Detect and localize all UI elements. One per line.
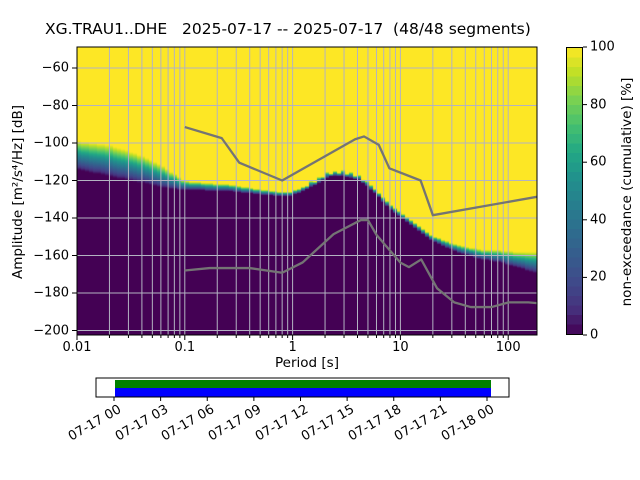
colorbar-tick-label: 80 xyxy=(590,97,607,113)
x-tick-label: 0.01 xyxy=(62,340,92,355)
y-tick-label: −80 xyxy=(41,98,69,113)
colorbar-label: non-exceedance (cumulative) [%] xyxy=(619,77,635,307)
x-tick-label: 1 xyxy=(288,340,297,355)
timeline-coverage-bar xyxy=(115,380,491,388)
colorbar-tick-label: 40 xyxy=(590,212,607,228)
x-tick-label: 100 xyxy=(495,340,521,355)
plot-title: XG.TRAU1..DHE 2025-07-17 -- 2025-07-17 (… xyxy=(45,20,531,38)
colorbar-tick-label: 20 xyxy=(590,269,607,285)
colorbar-tick-label: 100 xyxy=(590,39,615,55)
noise-model-nlnm-line xyxy=(184,218,537,309)
colorbar-tick-label: 0 xyxy=(590,327,599,343)
plot-frame xyxy=(76,46,538,336)
noise-model-nhnm-line xyxy=(184,125,537,217)
y-tick-label: −100 xyxy=(33,135,69,151)
y-tick-label: −180 xyxy=(33,285,69,301)
y-tick-label: −160 xyxy=(33,248,69,263)
colorbar xyxy=(566,47,583,335)
x-axis-label: Period [s] xyxy=(275,355,339,371)
x-tick-label: 10 xyxy=(392,340,409,355)
timeline-segments-bar xyxy=(115,388,491,397)
colorbar-tick-label: 60 xyxy=(590,154,607,170)
y-tick-label: −200 xyxy=(33,323,69,338)
y-tick-label: −120 xyxy=(33,173,69,188)
y-tick-label: −60 xyxy=(41,60,69,76)
x-tick-label: 0.1 xyxy=(174,340,196,355)
ppsd-heatmap-canvas xyxy=(77,47,537,335)
y-axis-label: Amplitude [m²/s⁴/Hz] [dB] xyxy=(10,105,26,280)
y-tick-label: −140 xyxy=(33,210,69,226)
